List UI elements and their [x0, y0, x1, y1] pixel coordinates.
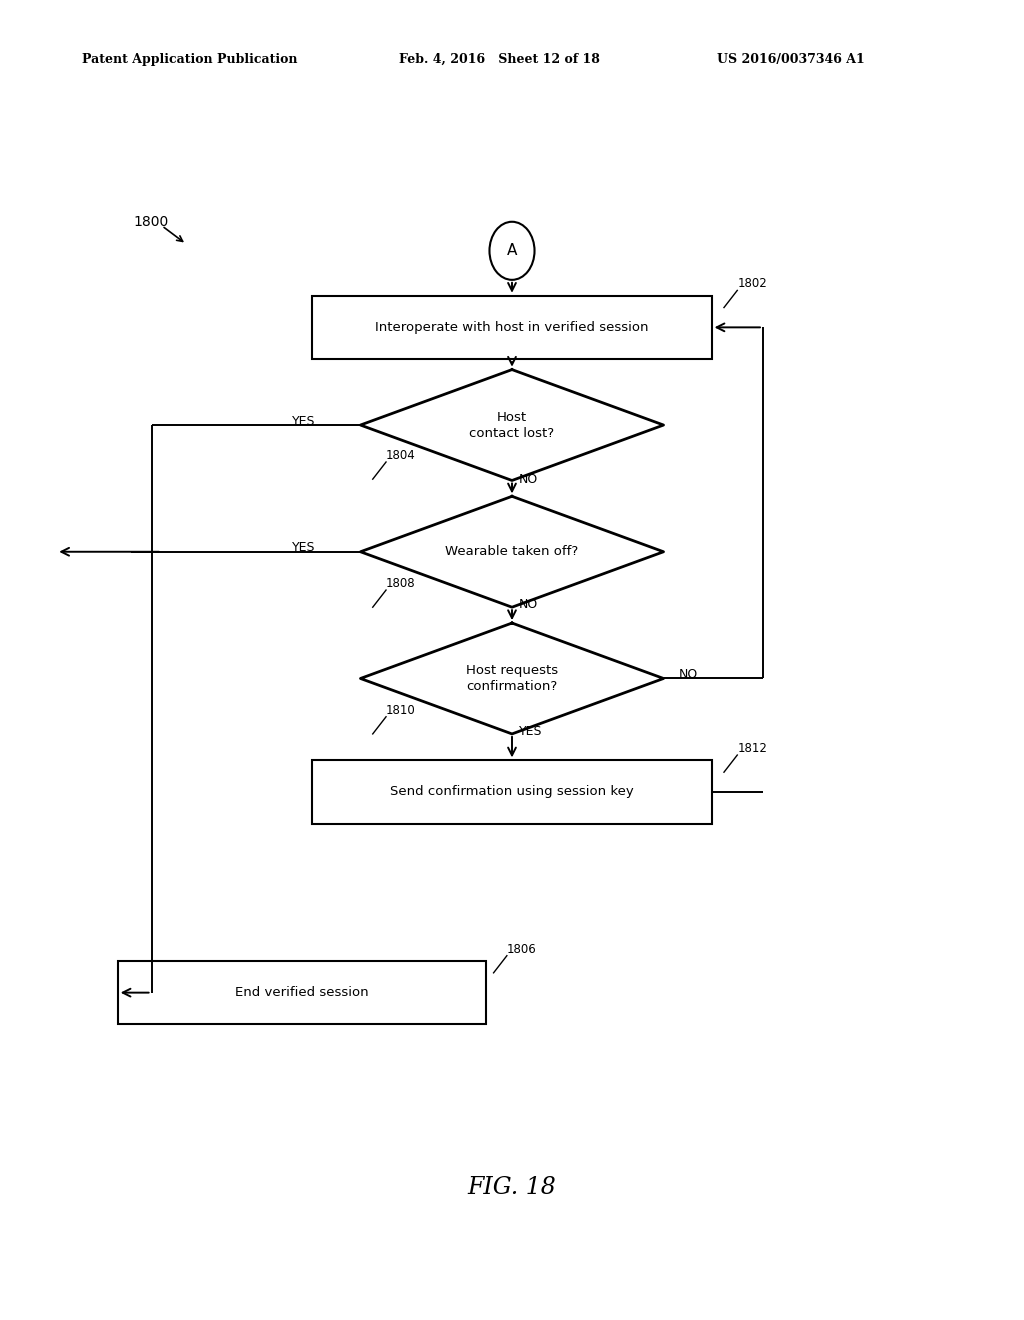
FancyBboxPatch shape — [312, 296, 712, 359]
Polygon shape — [360, 496, 664, 607]
Text: Host
contact lost?: Host contact lost? — [469, 411, 555, 440]
Text: Host requests
confirmation?: Host requests confirmation? — [466, 664, 558, 693]
Text: Wearable taken off?: Wearable taken off? — [445, 545, 579, 558]
Text: Feb. 4, 2016   Sheet 12 of 18: Feb. 4, 2016 Sheet 12 of 18 — [399, 53, 600, 66]
Polygon shape — [360, 370, 664, 480]
Text: 1812: 1812 — [737, 742, 767, 755]
FancyBboxPatch shape — [118, 961, 486, 1024]
Text: YES: YES — [292, 414, 315, 428]
Text: 1802: 1802 — [737, 277, 767, 290]
Text: YES: YES — [519, 725, 543, 738]
Polygon shape — [360, 623, 664, 734]
Text: Interoperate with host in verified session: Interoperate with host in verified sessi… — [375, 321, 649, 334]
Text: YES: YES — [292, 541, 315, 554]
Text: 1804: 1804 — [386, 449, 416, 462]
Text: US 2016/0037346 A1: US 2016/0037346 A1 — [717, 53, 864, 66]
Text: 1808: 1808 — [386, 577, 416, 590]
Circle shape — [489, 222, 535, 280]
Text: A: A — [507, 243, 517, 259]
Text: NO: NO — [519, 598, 539, 611]
Text: 1806: 1806 — [507, 942, 537, 956]
Text: Send confirmation using session key: Send confirmation using session key — [390, 785, 634, 799]
Text: 1810: 1810 — [386, 704, 416, 717]
Text: FIG. 18: FIG. 18 — [468, 1176, 556, 1200]
Text: NO: NO — [679, 668, 698, 681]
Text: Patent Application Publication: Patent Application Publication — [82, 53, 297, 66]
FancyBboxPatch shape — [312, 760, 712, 824]
Text: 1800: 1800 — [133, 215, 168, 228]
Text: End verified session: End verified session — [236, 986, 369, 999]
Text: NO: NO — [519, 473, 539, 486]
